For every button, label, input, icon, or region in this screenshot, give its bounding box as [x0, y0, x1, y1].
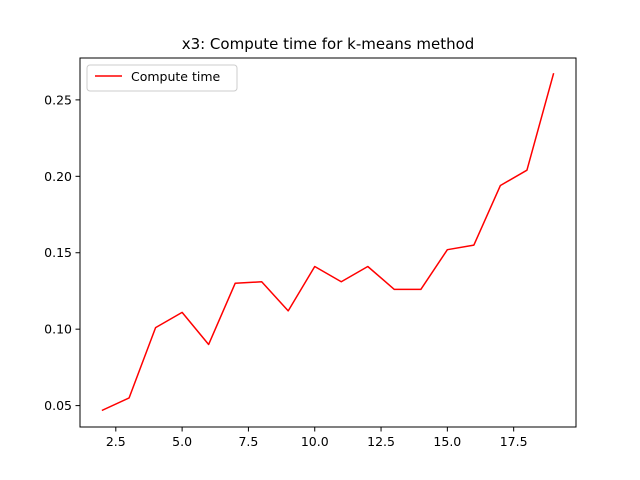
- legend-label-compute-time: Compute time: [131, 69, 221, 84]
- x-tick-label: 17.5: [500, 434, 528, 449]
- y-tick-label: 0.15: [44, 245, 72, 260]
- y-axis-ticks: 0.05 0.10 0.15 0.20 0.25: [44, 92, 80, 413]
- legend-box: [86, 64, 238, 92]
- x-tick-label: 2.5: [106, 434, 126, 449]
- x-tick-label: 15.0: [433, 434, 461, 449]
- y-tick-label: 0.20: [44, 169, 72, 184]
- series-line-compute-time: [101, 72, 555, 412]
- chart-title: x3: Compute time for k-means method: [182, 35, 475, 53]
- y-tick-label: 0.25: [44, 92, 72, 107]
- series-lines: [101, 72, 555, 412]
- legend: Compute time: [86, 64, 238, 92]
- plot-area-frame: [79, 57, 577, 428]
- x-tick-label: 5.0: [172, 434, 192, 449]
- y-tick-label: 0.10: [44, 322, 72, 337]
- x-axis-ticks: 2.5 5.0 7.5 10.0 12.5 15.0 17.5: [106, 427, 528, 449]
- x-tick-label: 12.5: [367, 434, 395, 449]
- x-tick-label: 7.5: [238, 434, 258, 449]
- y-tick-label: 0.05: [44, 398, 72, 413]
- x-tick-label: 10.0: [301, 434, 329, 449]
